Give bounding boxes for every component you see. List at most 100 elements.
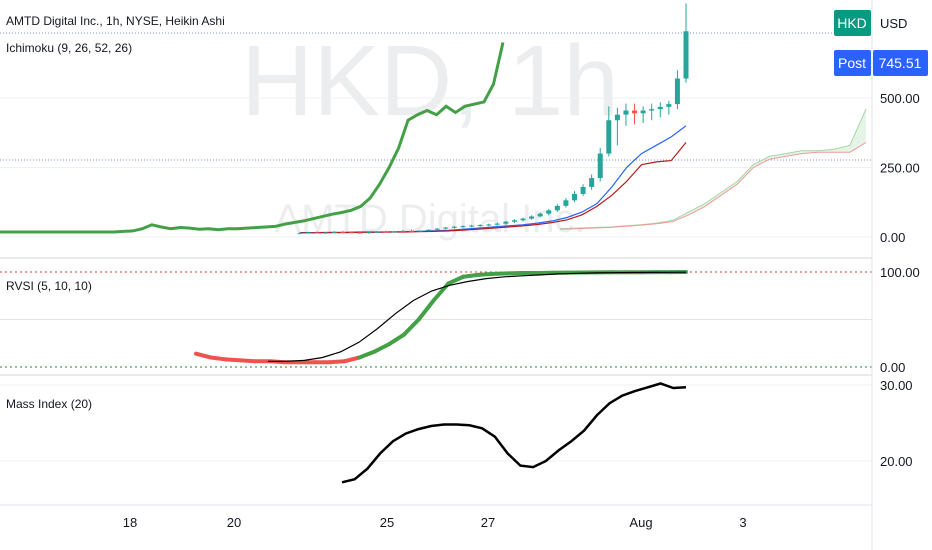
candle-body [580, 186, 586, 194]
currency-label: USD [880, 16, 907, 31]
candle-body [400, 230, 406, 232]
candle-body [348, 232, 354, 234]
rvsi-segment [476, 271, 495, 277]
lagging-span-line [0, 42, 505, 234]
candle-body [306, 232, 312, 234]
candle-body [409, 230, 415, 232]
grid [0, 32, 872, 462]
mass-index-label[interactable]: Mass Index (20) [6, 397, 92, 411]
ichimoku-cloud [559, 108, 867, 230]
rvsi-label[interactable]: RVSI (5, 10, 10) [6, 279, 92, 293]
base-line [300, 142, 687, 234]
candle-body [486, 224, 492, 226]
currency-badge[interactable] [834, 10, 871, 36]
time-tick-label: 20 [227, 515, 241, 530]
candle-body [391, 231, 397, 233]
time-tick-label: 25 [380, 515, 394, 530]
rvsi-segment [208, 355, 228, 362]
symbol-title[interactable]: AMTD Digital Inc., 1h, NYSE, Heikin Ashi [6, 14, 225, 28]
price-tick-label: 0.00 [880, 230, 905, 245]
session-badge-label: Post [838, 55, 866, 71]
rvsi-segment [416, 298, 436, 322]
candle-body [494, 223, 500, 225]
candle-body [460, 226, 466, 228]
rvsi-lines [194, 270, 688, 365]
candle-body [314, 232, 320, 234]
rvsi-tick-label: 100.00 [880, 265, 920, 280]
rvsi-segment [401, 317, 421, 337]
candle-body [623, 110, 629, 115]
span-b-line [559, 142, 867, 230]
candle-body [606, 120, 612, 154]
time-tick-label: 3 [739, 515, 746, 530]
rvsi-tick-label: 0.00 [880, 360, 905, 375]
watermark-symbol: HKD, 1h [241, 25, 619, 137]
candle-body [657, 106, 663, 110]
rvsi-segment [223, 357, 243, 363]
time-axis[interactable]: 18 20 25 27 Aug 3 [123, 515, 747, 530]
candle-body [503, 221, 509, 224]
candle-body [674, 78, 680, 105]
candle-body [520, 218, 526, 221]
rvsi-segment [446, 274, 466, 286]
candle-body [297, 232, 303, 234]
time-tick-label: Aug [629, 515, 652, 530]
candle-body [589, 178, 595, 187]
candle-body [374, 231, 380, 233]
candle-body [683, 31, 689, 79]
candle-body [546, 210, 552, 214]
candle-body [477, 225, 483, 227]
price-tick-label: 250.00 [880, 161, 920, 176]
rvsi-segment [238, 358, 258, 364]
candle-body [554, 205, 560, 211]
price-tick-label: 500.00 [880, 91, 920, 106]
candle-body [426, 229, 432, 231]
candle-body [666, 104, 672, 107]
candle-body [331, 231, 337, 233]
price-axis-bg [872, 0, 932, 550]
candle-body [366, 232, 372, 234]
candle-body [383, 231, 389, 233]
mass-index-line [341, 382, 687, 484]
rvsi-signal-line [268, 271, 687, 362]
currency-badge-label: HKD [837, 15, 867, 31]
candle-body [443, 227, 449, 229]
candle-body [451, 226, 457, 228]
mass-tick-label: 20.00 [880, 454, 913, 469]
candle-body [537, 213, 543, 217]
rvsi-segment [357, 349, 377, 360]
candle-body [614, 114, 620, 121]
rvsi-segment [194, 351, 213, 360]
mass-index-line [341, 382, 687, 484]
rvsi-segment [387, 332, 406, 347]
candle-body [340, 231, 346, 233]
ichimoku-lines [0, 42, 687, 234]
candle-body [640, 110, 646, 114]
candle-body [323, 232, 329, 234]
ichimoku-label[interactable]: Ichimoku (9, 26, 52, 26) [6, 41, 132, 55]
candle-body [529, 216, 535, 219]
rvsi-segment [461, 272, 481, 279]
time-tick-label: 27 [481, 515, 495, 530]
candle-body [417, 230, 423, 232]
candle-body [469, 225, 475, 227]
candle-body [511, 220, 517, 222]
last-price-badge [873, 50, 928, 76]
candle-body [434, 228, 440, 230]
price-axis[interactable]: 500.00 250.00 0.00 100.00 0.00 30.00 20.00 [880, 91, 920, 469]
last-price-label: 745.51 [879, 55, 922, 71]
session-badge[interactable] [834, 50, 871, 76]
candles [297, 3, 689, 235]
rvsi-segment [372, 342, 392, 354]
rvsi-segment [342, 355, 362, 364]
candle-body [357, 232, 363, 234]
mass-tick-label: 30.00 [880, 378, 913, 393]
time-tick-label: 18 [123, 515, 137, 530]
rvsi-segment [327, 359, 347, 365]
candle-body [649, 109, 655, 111]
watermark-name: AMTD Digital Inc. [274, 197, 585, 241]
candle-body [571, 193, 577, 201]
candle-body [597, 153, 603, 179]
candle-body [563, 200, 569, 206]
